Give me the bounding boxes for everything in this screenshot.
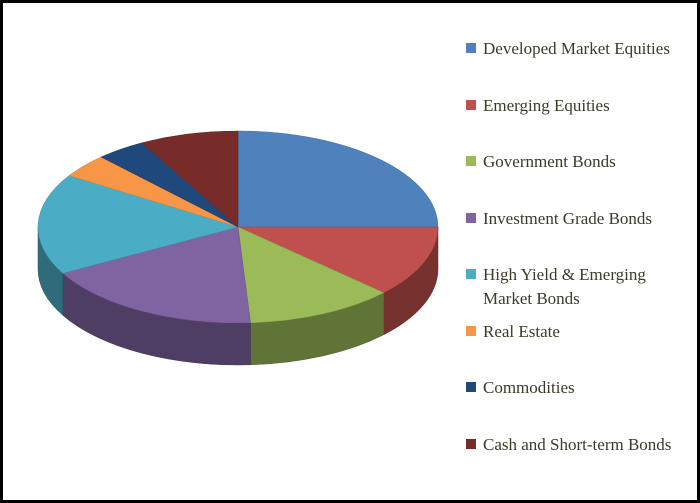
legend-swatch — [466, 212, 476, 223]
legend-swatch — [466, 382, 476, 392]
legend-label: Emerging Equities — [483, 95, 610, 115]
legend-label: Government Bonds — [483, 152, 616, 171]
legend-label: Real Estate — [483, 321, 560, 341]
pie-area — [37, 130, 439, 366]
legend-item: High Yield & Emerging Market Bonds — [466, 263, 691, 311]
legend-item: Commodities — [466, 376, 691, 400]
legend-label: Commodities — [483, 378, 575, 397]
legend-swatch — [466, 325, 476, 336]
legend-label: Investment Grade Bonds — [483, 208, 653, 228]
pie-slice — [237, 226, 439, 293]
legend-swatch — [466, 269, 476, 279]
legend-item: Developed Market Equities — [466, 37, 691, 61]
legend-swatch — [466, 156, 476, 166]
pie-slice — [62, 226, 251, 324]
legend-item: Emerging Equities — [466, 94, 691, 118]
pie-slice — [37, 175, 239, 274]
legend-item: Cash and Short-term Bonds — [466, 433, 691, 457]
legend-item: Investment Grade Bonds — [466, 207, 691, 231]
legend-label: Cash and Short-term Bonds — [483, 434, 672, 454]
pie-slice — [237, 130, 439, 228]
legend-swatch — [466, 43, 476, 53]
pie-tops — [37, 130, 439, 324]
legend-swatch — [466, 438, 476, 449]
legend-item: Government Bonds — [466, 150, 691, 174]
pie-slice — [141, 130, 239, 228]
legend-label: Developed Market Equities — [483, 39, 670, 58]
legend-label: High Yield & Emerging Market Bonds — [483, 265, 646, 308]
legend-swatch — [466, 99, 476, 110]
legend-item: Real Estate — [466, 320, 691, 344]
pie-slice — [237, 226, 385, 324]
